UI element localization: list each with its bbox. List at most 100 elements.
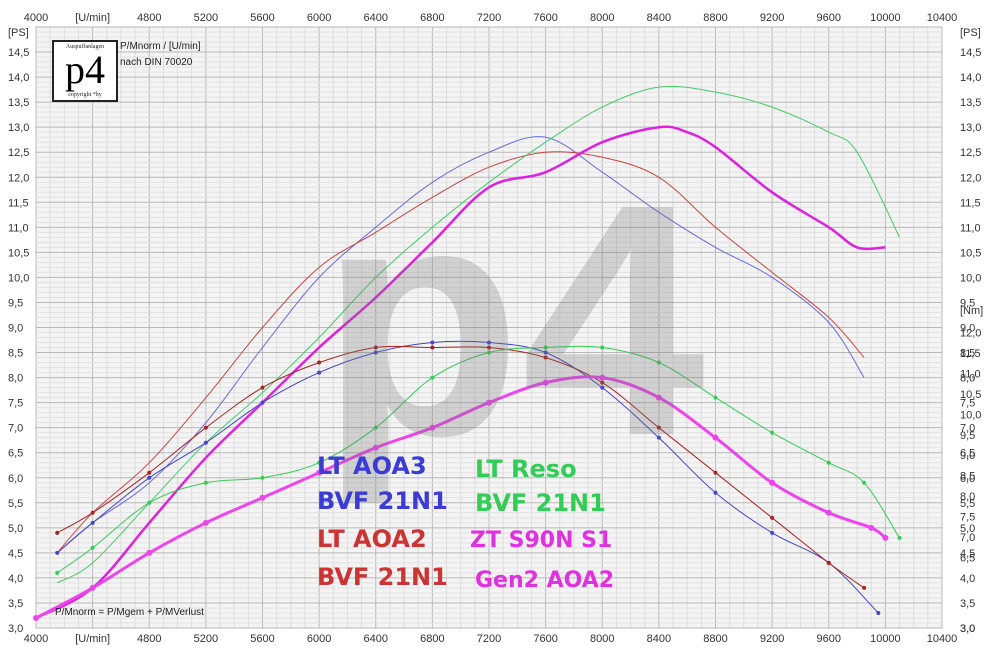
y-tick-label-torque: 7,0	[960, 532, 975, 544]
y-tick-label-left: 11,5	[8, 197, 29, 209]
y-tick-label-right: 8,5	[960, 348, 975, 360]
header-line-2: nach DIN 70020	[120, 57, 193, 68]
data-point	[260, 475, 265, 480]
torque-curve-lt-aoa2-bvf-21n1	[56, 345, 865, 589]
y-tick-label-right: 13,0	[960, 122, 981, 134]
y-tick-label-left: 14,5	[8, 47, 29, 59]
data-point	[862, 480, 867, 485]
logo: Auspuffanlagen p4 copyright *by	[52, 40, 118, 102]
y-tick-label-left: 13,0	[8, 122, 29, 134]
y-tick-label-left: 3,5	[8, 598, 23, 610]
x-tick-label-top: 7600	[533, 12, 557, 24]
data-point	[487, 340, 491, 345]
y-tick-label-torque: 3,0	[960, 623, 975, 635]
data-point	[373, 350, 378, 355]
y-tick-label-left: 8,5	[8, 348, 23, 360]
y-tick-label-right: 7,5	[960, 398, 975, 410]
x-tick-label-top: 9600	[817, 12, 841, 24]
x-tick-label-top: 7200	[477, 12, 501, 24]
x-tick-label-top: 5200	[194, 12, 218, 24]
data-point	[260, 400, 265, 405]
data-point	[317, 370, 322, 375]
data-point	[430, 340, 435, 345]
x-axis-bottom: 4000 4800 5200 5600 6000 6400 6800 7200 7600 8000…	[24, 633, 958, 645]
data-point	[486, 399, 492, 406]
data-point	[770, 515, 775, 520]
header-line-1: P/Mnorm / [U/min]	[120, 41, 201, 52]
y-unit-torque: [Nm]	[960, 305, 983, 317]
y-tick-label-left: 12,0	[8, 172, 29, 184]
y-tick-label-right: 5,0	[960, 523, 975, 535]
data-point	[55, 550, 60, 555]
y-tick-label-torque: 12,0	[960, 328, 981, 340]
y-tick-label-left: 10,0	[8, 272, 29, 284]
y-tick-label-torque: 11,5	[960, 348, 981, 360]
legend-label: ZT S90N S1	[470, 528, 613, 553]
y-tick-label-right: 6,5	[960, 448, 975, 460]
y-tick-label-right: 14,5	[960, 47, 981, 59]
y-tick-label-right: 9,5	[960, 297, 975, 309]
y-tick-label-left: 7,5	[8, 398, 23, 410]
x-unit-top: [U/min]	[75, 12, 110, 24]
data-point	[372, 444, 379, 451]
data-point	[317, 360, 322, 365]
data-point	[542, 379, 549, 386]
data-point	[147, 500, 152, 505]
y-tick-label-torque: 8,0	[960, 491, 975, 503]
x-tick-label-top: 8400	[647, 12, 671, 24]
data-point	[599, 374, 606, 381]
y-axis-left: 3,0 3,5 4,0 4,5 5,0 5,5 6,0 6,5 7,0 7,5 8,0 8,5 9,0 9…	[8, 27, 29, 635]
data-point	[862, 585, 867, 590]
x-tick-label-top: 4800	[137, 12, 161, 24]
y-tick-label-left: 12,5	[8, 147, 29, 159]
data-point	[203, 425, 208, 430]
data-point	[316, 469, 323, 476]
y-tick-label-left: 9,0	[8, 323, 23, 335]
x-tick-label-bottom: 8800	[703, 633, 727, 645]
y-tick-label-right: 4,5	[960, 548, 975, 560]
x-tick-label-top: 9200	[760, 12, 784, 24]
data-point	[203, 480, 208, 485]
data-point	[826, 560, 831, 565]
data-point	[259, 494, 266, 501]
y-tick-label-left: 8,0	[8, 373, 23, 385]
y-tick-label-left: 6,0	[8, 473, 23, 485]
data-point	[543, 350, 548, 355]
data-point	[770, 530, 775, 535]
x-tick-label-top: 10000	[870, 12, 901, 24]
y-tick-label-right: 10,5	[960, 247, 981, 259]
data-point	[260, 385, 265, 390]
data-point	[713, 470, 718, 475]
y-tick-label-right: 12,0	[960, 172, 981, 184]
legend-label: LT Reso	[475, 455, 577, 483]
y-tick-label-left: 6,5	[8, 448, 23, 460]
y-tick-label-left: 11,0	[8, 222, 29, 234]
x-tick-label-bottom: 7600	[533, 633, 557, 645]
y-tick-label-torque: 11,0	[960, 368, 981, 380]
data-point	[147, 470, 152, 475]
x-tick-label-bottom: 8400	[647, 633, 671, 645]
power-curve-zt-s90n-s1-gen2-aoa2	[35, 125, 886, 620]
y-tick-label-left: 9,5	[8, 297, 23, 309]
data-point	[882, 534, 889, 541]
y-tick-label-right: 11,0	[960, 222, 981, 234]
y-tick-label-torque: 7,5	[960, 512, 975, 524]
data-point	[317, 460, 322, 465]
legend-label: BVF 21N1	[317, 487, 448, 515]
y-tick-label-torque: 10,0	[960, 409, 981, 421]
y-tick-label-torque: 6,5	[960, 552, 975, 564]
y-tick-label-torque: 8,5	[960, 471, 975, 483]
y-tick-label-right: 11,5	[960, 197, 981, 209]
x-tick-label-bottom: 6800	[420, 633, 444, 645]
y-tick-label-right: 6,0	[960, 473, 975, 485]
power-curve-lt-reso-bvf-21n1	[56, 85, 900, 584]
data-point	[825, 509, 832, 516]
y-tick-label-right: 5,5	[960, 498, 975, 510]
data-point	[600, 345, 605, 350]
data-point	[429, 424, 436, 431]
y-tick-label-left: 14,0	[8, 72, 29, 84]
x-tick-label-top: 5600	[250, 12, 274, 24]
data-point	[55, 530, 60, 535]
y-tick-label-right: 4,0	[960, 573, 975, 585]
series-group	[33, 85, 902, 621]
